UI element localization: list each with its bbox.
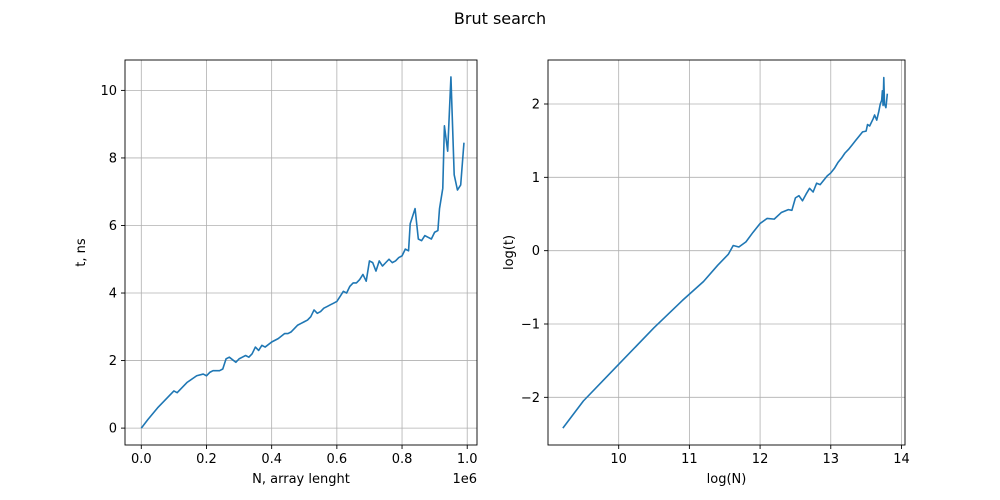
right-x-tick-label: 10 <box>610 452 627 467</box>
left-x-tick-label: 1.0 <box>457 452 478 467</box>
left-x-axis-label: N, array lenght <box>252 472 350 487</box>
right-y-axis-label: log(t) <box>502 235 517 270</box>
left-x-tick-label: 0.6 <box>327 452 348 467</box>
left-axes-frame <box>124 59 478 446</box>
left-x-tick-label: 0.0 <box>131 452 152 467</box>
right-x-tick-label: 14 <box>893 452 910 467</box>
left-plot: 0.0 0.2 0.4 0.6 0.8 1.0 0 2 4 6 8 10 N, array lenght… <box>74 59 478 487</box>
left-x-offset-text: 1e6 <box>452 472 477 487</box>
right-x-tick-label: 11 <box>681 452 698 467</box>
left-series-line <box>140 76 465 429</box>
right-y-tick-label: 2 <box>532 98 540 113</box>
left-y-tick-label: 6 <box>109 219 117 234</box>
left-x-tick-label: 0.8 <box>392 452 413 467</box>
left-x-tick-label: 0.4 <box>261 452 282 467</box>
left-y-tick-label: 2 <box>109 354 117 369</box>
right-axes-frame <box>547 59 906 446</box>
left-y-tick-label: 10 <box>100 84 117 99</box>
left-y-tick-label: 4 <box>109 287 117 302</box>
right-x-tick-label: 13 <box>822 452 839 467</box>
left-y-axis-label: t, ns <box>74 238 89 267</box>
left-y-tick-label: 8 <box>109 151 117 166</box>
left-x-tick-label: 0.2 <box>196 452 217 467</box>
right-x-axis-label: log(N) <box>707 472 747 487</box>
right-y-tick-label: 0 <box>532 244 540 259</box>
right-y-tick-label: −2 <box>521 391 540 406</box>
right-y-tick-label: −1 <box>521 318 540 333</box>
right-x-tick-label: 12 <box>752 452 769 467</box>
left-y-tick-label: 0 <box>109 422 117 437</box>
right-y-tick-label: 1 <box>532 171 540 186</box>
figure-title: Brut search <box>454 9 546 28</box>
right-series-line <box>562 76 889 429</box>
